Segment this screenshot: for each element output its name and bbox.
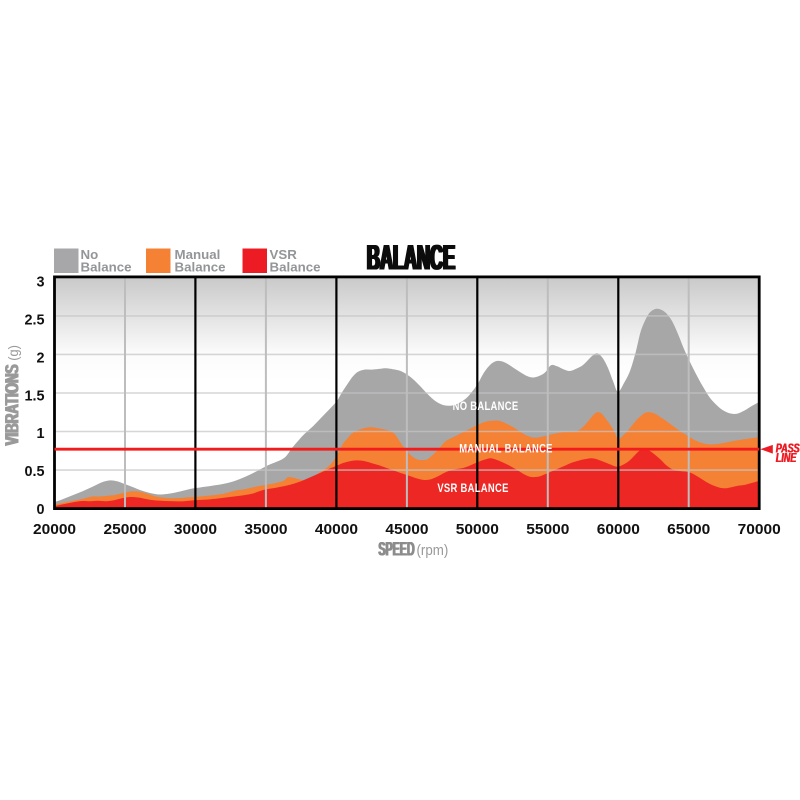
svg-text:1.5: 1.5	[24, 388, 44, 404]
svg-text:PASS: PASS	[776, 442, 800, 456]
svg-text:VSR: VSR	[270, 247, 298, 262]
svg-text:30000: 30000	[174, 521, 217, 538]
svg-text:0: 0	[36, 502, 44, 518]
svg-text:VIBRATIONS: VIBRATIONS	[2, 364, 23, 445]
svg-text:50000: 50000	[456, 521, 499, 538]
svg-text:MANUAL BALANCE: MANUAL BALANCE	[459, 442, 553, 456]
svg-text:Balance: Balance	[175, 260, 226, 275]
svg-text:60000: 60000	[597, 521, 640, 538]
svg-text:65000: 65000	[667, 521, 710, 538]
svg-text:No: No	[81, 247, 99, 262]
svg-text:LINE: LINE	[776, 451, 797, 465]
svg-text:0.5: 0.5	[24, 464, 44, 480]
svg-text:VIBRATIONS: VIBRATIONS	[2, 364, 23, 445]
svg-text:25000: 25000	[103, 521, 146, 538]
svg-text:(g): (g)	[5, 345, 21, 361]
svg-text:LINE: LINE	[776, 451, 797, 465]
svg-text:VIBRATIONS: VIBRATIONS	[2, 365, 23, 446]
svg-text:55000: 55000	[526, 521, 569, 538]
svg-text:BALANCE: BALANCE	[368, 238, 456, 277]
svg-text:(rpm): (rpm)	[417, 542, 449, 559]
svg-text:35000: 35000	[244, 521, 287, 538]
svg-text:40000: 40000	[315, 521, 358, 538]
svg-text:Balance: Balance	[270, 260, 321, 275]
svg-text:BALANCE: BALANCE	[366, 238, 454, 277]
svg-text:BALANCE: BALANCE	[367, 238, 455, 277]
svg-text:NO BALANCE: NO BALANCE	[453, 400, 519, 414]
svg-text:70000: 70000	[738, 521, 781, 538]
svg-text:Manual: Manual	[175, 247, 221, 262]
svg-text:VSR BALANCE: VSR BALANCE	[437, 482, 508, 496]
svg-text:2: 2	[36, 350, 44, 366]
svg-text:45000: 45000	[385, 521, 428, 538]
svg-text:Balance: Balance	[81, 260, 132, 275]
svg-text:SPEED: SPEED	[378, 539, 414, 560]
svg-text:20000: 20000	[33, 521, 76, 538]
svg-text:SPEED: SPEED	[378, 539, 414, 560]
svg-text:1: 1	[36, 426, 44, 442]
svg-text:2.5: 2.5	[24, 312, 44, 328]
svg-text:SPEED: SPEED	[379, 539, 415, 560]
svg-text:3: 3	[36, 275, 44, 291]
svg-text:PASS: PASS	[776, 442, 800, 456]
svg-text:BALANCE: BALANCE	[367, 238, 455, 277]
